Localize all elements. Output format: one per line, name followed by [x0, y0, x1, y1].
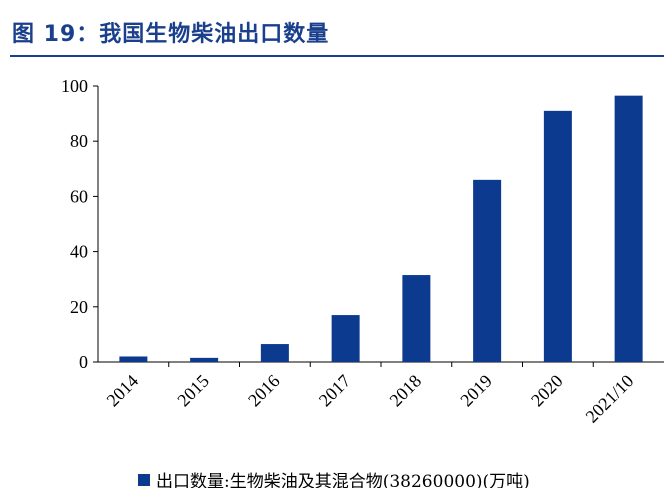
bar-2018: [402, 275, 431, 362]
y-tick-label: 20: [70, 297, 88, 317]
bar-2014: [119, 356, 148, 362]
bar-2019: [473, 179, 502, 362]
y-tick-label: 80: [70, 131, 88, 151]
title-divider: [10, 55, 664, 57]
bar-2021-10: [614, 95, 643, 362]
legend-swatch: [138, 474, 150, 486]
x-tick-label: 2015: [173, 371, 213, 411]
x-tick-label: 2018: [386, 371, 426, 411]
x-tick-label: 2017: [315, 371, 355, 411]
y-tick-label: 60: [70, 186, 88, 206]
bars: [119, 95, 643, 362]
legend-label: 出口数量:生物柴油及其混合物(38260000)(万吨): [156, 472, 530, 488]
y-tick-label: 0: [79, 352, 88, 372]
x-tick-label: 2021/10: [582, 371, 638, 427]
x-tick-label: 2019: [456, 371, 496, 411]
x-tick-label: 2014: [103, 371, 143, 411]
x-tick-label: 2016: [244, 371, 284, 411]
figure-title: 图 19：我国生物柴油出口数量: [12, 22, 330, 47]
bar-2015: [190, 357, 219, 362]
y-tick-label: 100: [61, 76, 88, 96]
bar-2016: [260, 344, 289, 362]
legend: 出口数量:生物柴油及其混合物(38260000)(万吨): [138, 472, 530, 488]
axes: [93, 85, 664, 367]
x-tick-label: 2020: [527, 371, 567, 411]
bar-2020: [543, 110, 572, 362]
y-tick-label: 40: [70, 242, 88, 262]
bar-2017: [331, 315, 360, 362]
